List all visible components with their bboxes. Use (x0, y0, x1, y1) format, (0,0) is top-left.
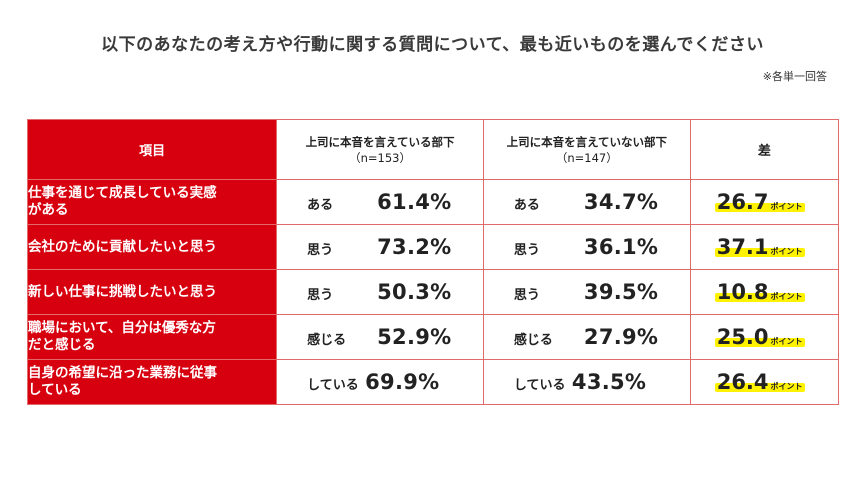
diff-unit: ポイント (770, 247, 803, 256)
row-item: 職場において、自分は優秀な方 だと感じる (26, 314, 278, 360)
diff-unit: ポイント (770, 337, 803, 346)
row-value-col1: 思う 50.3% (276, 269, 484, 315)
diff-value: 37.1 (716, 235, 769, 259)
row-value-col1: ある 61.4% (276, 179, 484, 225)
table-row: 会社のために貢献したいと思う 思う 73.2% 思う 36.1% 37.1 ポイン… (26, 224, 840, 270)
answer-note: ※各単一回答 (762, 70, 827, 83)
header-col2: 上司に本音を言えていない部下 （n=147） (482, 119, 691, 180)
table-row: 職場において、自分は優秀な方 だと感じる 感じる 52.9% 感じる 27.9%… (26, 314, 840, 360)
answer-label: 思う (307, 243, 334, 258)
percent-value: 61.4% (377, 190, 452, 214)
header-col2-n: （n=147） (555, 150, 618, 165)
answer-label: 思う (307, 288, 334, 303)
row-value-col2: ある 34.7% (482, 179, 691, 225)
diff-value: 26.4 (716, 370, 769, 394)
percent-value: 34.7% (583, 190, 659, 214)
row-item-line2: がある (28, 202, 69, 218)
row-item: 新しい仕事に挑戦したいと思う (26, 269, 278, 315)
percent-value: 36.1% (583, 235, 659, 259)
diff-value: 25.0 (716, 325, 769, 349)
row-value-col2: 思う 39.5% (482, 269, 691, 315)
row-item: 仕事を通じて成長している実感 がある (26, 179, 278, 225)
diff-unit: ポイント (770, 292, 803, 301)
percent-value: 73.2% (377, 235, 452, 259)
percent-value: 39.5% (583, 280, 659, 304)
row-value-col2: 感じる 27.9% (482, 314, 691, 360)
table-row: 自身の希望に沿った業務に従事 している している 69.9% している 43.5… (26, 359, 840, 405)
row-diff: 26.4 ポイント (689, 359, 840, 405)
answer-label: ある (513, 198, 540, 213)
answer-label: している (513, 378, 566, 393)
percent-value: 69.9% (365, 370, 440, 394)
row-diff: 10.8 ポイント (689, 269, 840, 315)
survey-table: 項目 上司に本音を言えている部下 （n=153） 上司に本音を言えていない部下 … (26, 119, 840, 405)
row-item: 自身の希望に沿った業務に従事 している (26, 359, 278, 405)
header-col1: 上司に本音を言えている部下 （n=153） (276, 119, 484, 180)
row-diff: 26.7 ポイント (689, 179, 840, 225)
row-value-col1: 思う 73.2% (276, 224, 484, 270)
row-value-col2: している 43.5% (482, 359, 691, 405)
header-diff: 差 (689, 119, 840, 180)
header-item: 項目 (26, 119, 278, 180)
row-value-col1: 感じる 52.9% (276, 314, 484, 360)
answer-label: している (307, 378, 359, 393)
header-col2-label: 上司に本音を言えていない部下 (506, 134, 668, 149)
row-item-line1: 自身の希望に沿った業務に従事 (28, 365, 217, 381)
diff-value: 26.7 (716, 190, 769, 214)
header-col1-label: 上司に本音を言えている部下 (305, 134, 455, 149)
row-item-line1: 会社のために貢献したいと思う (28, 238, 217, 255)
percent-value: 52.9% (377, 325, 452, 349)
diff-unit: ポイント (770, 202, 803, 211)
percent-value: 43.5% (571, 370, 647, 394)
row-item-line2: だと感じる (28, 337, 96, 353)
answer-label: 思う (513, 288, 540, 303)
diff-unit: ポイント (770, 382, 803, 391)
row-diff: 25.0 ポイント (689, 314, 840, 360)
answer-label: 感じる (513, 333, 553, 348)
header-col1-n: （n=153） (349, 150, 411, 165)
page-title: 以下のあなたの考え方や行動に関する質問について、最も近いものを選んでください (101, 35, 764, 55)
diff-value: 10.8 (716, 280, 769, 304)
row-diff: 37.1 ポイント (689, 224, 840, 270)
answer-label: ある (307, 198, 334, 213)
percent-value: 27.9% (583, 325, 659, 349)
row-item: 会社のために貢献したいと思う (26, 224, 278, 270)
row-value-col1: している 69.9% (276, 359, 484, 405)
answer-label: 感じる (307, 333, 347, 348)
row-value-col2: 思う 36.1% (482, 224, 691, 270)
row-item-line2: している (28, 382, 82, 398)
table-row: 仕事を通じて成長している実感 がある ある 61.4% ある 34.7% 26.… (26, 179, 840, 225)
table-row: 新しい仕事に挑戦したいと思う 思う 50.3% 思う 39.5% 10.8 ポイン… (26, 269, 840, 315)
table-header-row: 項目 上司に本音を言えている部下 （n=153） 上司に本音を言えていない部下 … (26, 119, 840, 180)
answer-label: 思う (513, 243, 540, 258)
row-item-line1: 仕事を通じて成長している実感 (28, 185, 217, 201)
row-item-line1: 職場において、自分は優秀な方 (28, 320, 216, 336)
percent-value: 50.3% (377, 280, 452, 304)
row-item-line1: 新しい仕事に挑戦したいと思う (28, 283, 217, 300)
